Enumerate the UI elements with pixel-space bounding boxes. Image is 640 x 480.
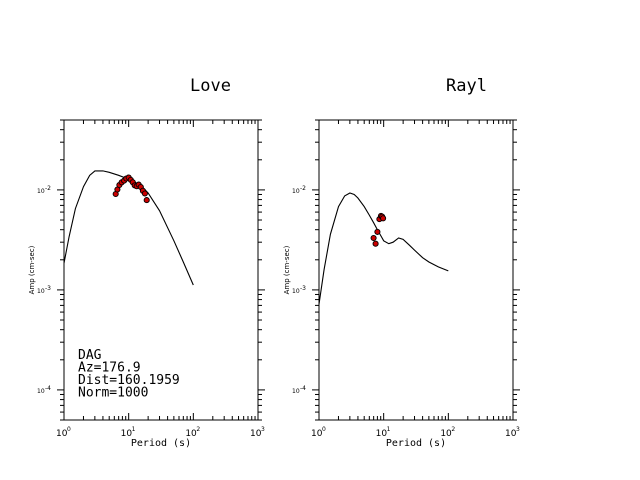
data-point	[141, 190, 148, 197]
x-tick-label: 10	[440, 429, 452, 439]
station-info-line: Az=176.9	[78, 361, 141, 376]
x-axis-label: Period (s)	[386, 438, 446, 449]
x-tick-label: 10	[311, 429, 323, 439]
x-tick-exponent: 3	[516, 426, 520, 433]
x-tick-exponent: 2	[451, 426, 455, 433]
y-tick-exponent: -3	[45, 285, 51, 292]
station-info-line: Dist=160.1959	[78, 373, 180, 388]
x-axis-label: Period (s)	[131, 438, 191, 449]
x-tick-exponent: 3	[261, 426, 265, 433]
y-tick-label: 10	[292, 288, 300, 295]
x-tick-exponent: 2	[196, 426, 200, 433]
observed-points	[112, 174, 150, 204]
data-point	[380, 215, 387, 222]
y-tick-label: 10	[37, 288, 45, 295]
x-tick-label: 10	[121, 429, 133, 439]
x-tick-exponent: 1	[387, 426, 391, 433]
x-tick-exponent: 1	[132, 426, 136, 433]
x-tick-marks	[63, 120, 259, 420]
observed-points	[370, 212, 387, 247]
y-tick-marks	[57, 119, 265, 421]
x-tick-label: 10	[376, 429, 388, 439]
y-tick-exponent: -2	[300, 185, 306, 192]
dispersion-curve	[63, 170, 194, 286]
chart-title: Rayl	[446, 76, 487, 96]
x-tick-label: 10	[185, 429, 197, 439]
x-tick-marks	[318, 120, 514, 420]
x-tick-label: 10	[505, 429, 517, 439]
x-tick-label: 10	[56, 429, 68, 439]
y-axis-label: Amp (cm-sec)	[28, 245, 36, 294]
y-tick-label: 10	[292, 388, 300, 395]
plot-frame	[63, 119, 259, 421]
y-tick-label: 10	[37, 388, 45, 395]
y-tick-label: 10	[37, 188, 45, 195]
y-tick-marks	[312, 119, 520, 421]
chart-title: Love	[190, 76, 231, 96]
data-point	[374, 228, 381, 235]
y-tick-exponent: -2	[45, 185, 51, 192]
x-tick-label: 10	[250, 429, 262, 439]
x-tick-exponent: 0	[322, 426, 326, 433]
station-info-line: DAG	[78, 348, 102, 363]
x-tick-exponent: 0	[67, 426, 71, 433]
plot-frame	[318, 119, 514, 421]
y-tick-exponent: -3	[300, 285, 306, 292]
y-tick-exponent: -4	[45, 385, 51, 392]
y-tick-label: 10	[292, 188, 300, 195]
station-info-line: Norm=1000	[78, 386, 148, 401]
dispersion-curve	[318, 192, 449, 305]
data-point	[370, 234, 377, 242]
y-tick-exponent: -4	[300, 385, 306, 392]
y-axis-label: Amp (cm-sec)	[283, 245, 291, 294]
data-point	[143, 197, 150, 204]
data-point	[372, 240, 379, 247]
